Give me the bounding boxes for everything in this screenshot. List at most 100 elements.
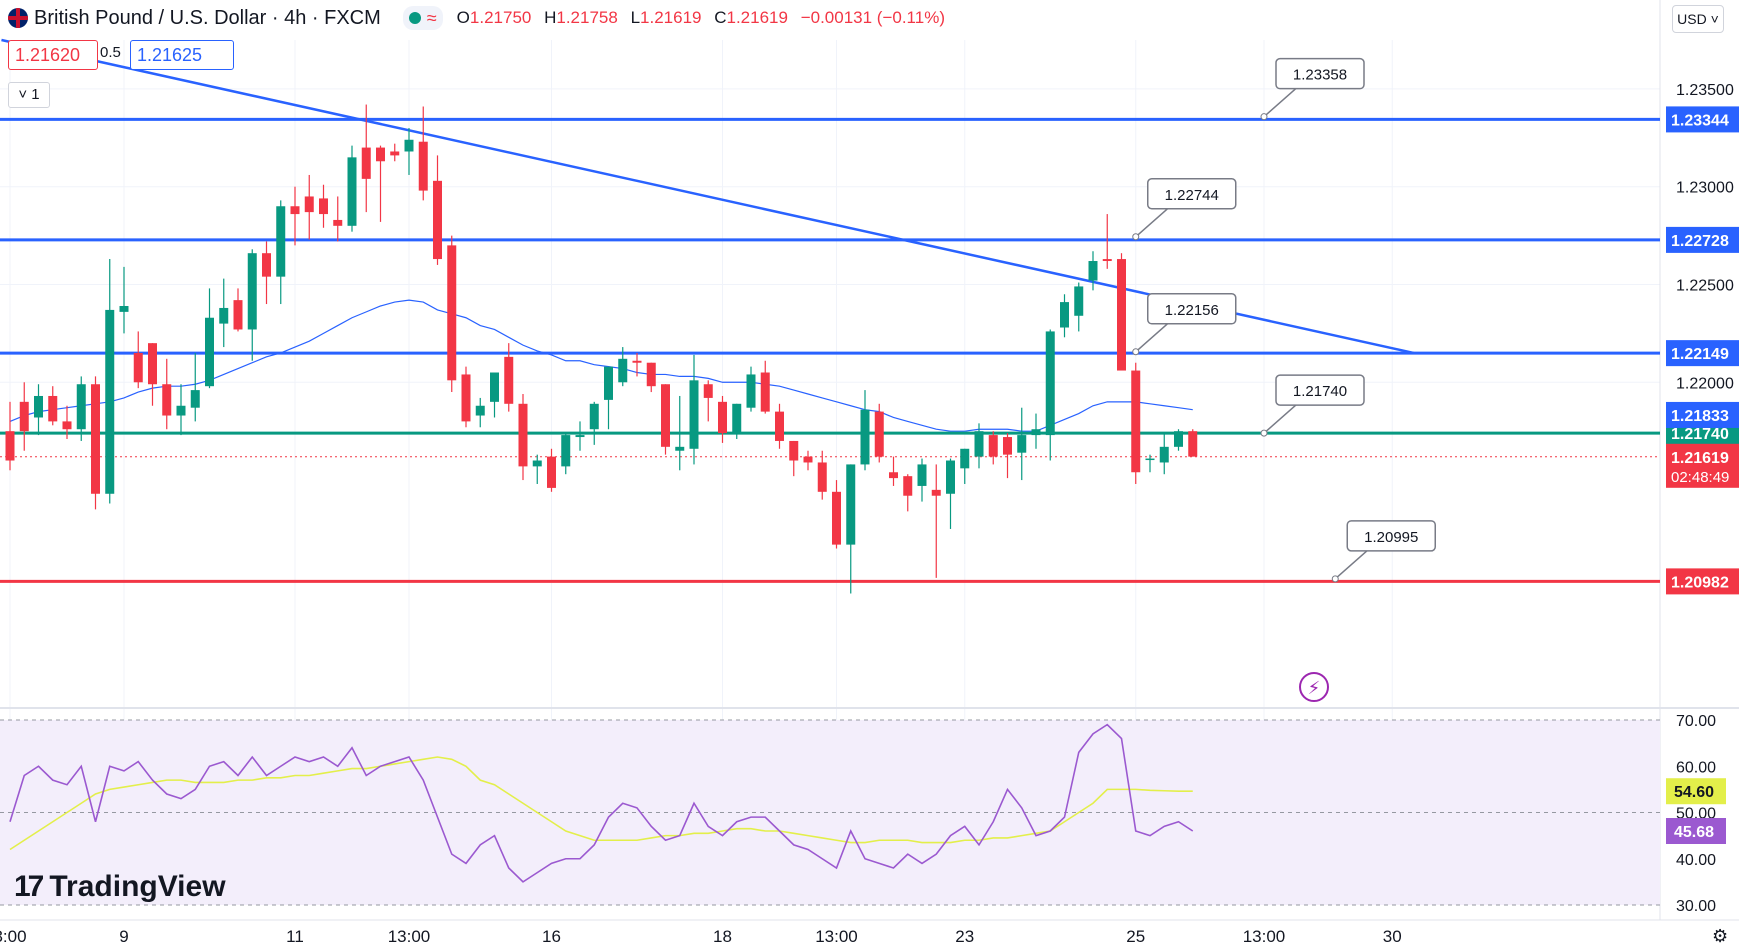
candle-body <box>390 151 400 156</box>
candle <box>1003 433 1012 479</box>
candle-body <box>903 476 913 496</box>
candle <box>418 106 428 201</box>
rsi-ma-badge-label: 54.60 <box>1674 784 1714 801</box>
candle-body <box>276 206 286 277</box>
candle <box>162 358 172 430</box>
candle <box>974 423 984 469</box>
callout-label: 1.23358 <box>1293 67 1347 84</box>
candle <box>703 380 713 422</box>
candle-body <box>176 405 186 416</box>
candle-body <box>803 456 813 463</box>
x-tick-label: 13:00 <box>388 927 431 946</box>
ohlc-values: O1.21750 H1.21758 L1.21619 C1.21619 −0.0… <box>456 8 945 27</box>
x-tick-label: 18 <box>713 927 732 946</box>
candle-body <box>675 446 685 451</box>
currency-button[interactable]: USD ˅ <box>1672 5 1724 33</box>
brand-name: TradingView <box>49 870 226 903</box>
candle-body <box>304 196 314 213</box>
resistance-3-badge <box>1666 340 1739 367</box>
y-tick-label: 1.22500 <box>1676 277 1734 294</box>
callout-box <box>1275 374 1365 406</box>
lots-dropdown[interactable]: ˅ 1 <box>8 82 50 108</box>
callout-pointer <box>1263 86 1299 118</box>
candle <box>233 288 243 332</box>
candle <box>1117 253 1126 371</box>
resistance-2-badge-label: 1.22728 <box>1671 233 1729 250</box>
last-price-badge-label: 1.21619 <box>1671 450 1729 467</box>
buy-button[interactable]: 1.21625 <box>130 40 234 70</box>
support-1-badge-label: 1.20982 <box>1671 574 1729 591</box>
tradingview-logo: 17 TradingView <box>14 870 226 904</box>
candle <box>290 186 300 246</box>
symbol-title[interactable]: British Pound / U.S. Dollar · 4h · FXCM <box>34 6 381 29</box>
candle-body <box>889 472 898 479</box>
high-value: 1.21758 <box>556 8 618 27</box>
candle-body <box>404 139 414 152</box>
candle <box>860 390 870 471</box>
candle <box>133 331 143 389</box>
candle <box>547 448 556 492</box>
candle-body <box>504 356 514 404</box>
candle <box>19 382 29 451</box>
candle <box>219 278 229 348</box>
candle-body <box>561 435 571 467</box>
rsi-ma-line <box>9 756 1193 851</box>
spread-value: 0.5 <box>100 44 121 61</box>
candle <box>646 362 656 393</box>
candle <box>760 360 770 414</box>
resistance-1-badge <box>1666 106 1739 133</box>
candle <box>775 403 784 449</box>
candle-body <box>34 395 43 418</box>
x-tick-label: 11 <box>286 927 304 946</box>
candle <box>247 249 257 361</box>
candle-body <box>5 431 15 461</box>
candle <box>1031 413 1041 449</box>
candle-body <box>760 372 770 412</box>
candle-body <box>119 306 129 312</box>
y-tick-label: 1.23500 <box>1676 82 1734 99</box>
rsi-tick-label: 60.00 <box>1676 759 1716 776</box>
rsi-tick-label: 70.00 <box>1676 713 1716 730</box>
rsi-line <box>9 723 1194 883</box>
candle <box>447 235 457 393</box>
candle-body <box>1159 446 1169 463</box>
candle-body <box>361 147 371 179</box>
candle <box>1074 282 1084 332</box>
resistance-2-badge <box>1666 226 1739 253</box>
candle-body <box>646 362 656 387</box>
candle-body <box>19 401 29 432</box>
support-1-badge <box>1666 568 1739 595</box>
x-tick-label: 16 <box>542 927 561 946</box>
candle <box>119 266 129 334</box>
status-pill[interactable]: ≈ <box>402 6 443 30</box>
candle-body <box>262 253 271 277</box>
candle <box>91 376 100 510</box>
callout-box <box>1346 520 1436 552</box>
candle-body <box>1117 259 1126 371</box>
candle-body <box>874 411 884 457</box>
sell-button[interactable]: 1.21620 <box>8 40 98 70</box>
candle <box>618 347 628 387</box>
candle-body <box>1003 437 1012 455</box>
candle-body <box>917 464 927 486</box>
candle <box>817 450 827 500</box>
callout-anchor <box>1132 348 1140 356</box>
candle-body <box>247 253 257 330</box>
candle-body <box>1031 429 1041 436</box>
candle-body <box>1102 259 1112 262</box>
candle <box>846 464 856 594</box>
candle <box>960 448 970 484</box>
callout-label: 1.22156 <box>1165 302 1219 319</box>
gbp-flag-icon <box>8 8 28 28</box>
settings-icon[interactable]: ⚙ <box>1712 926 1729 946</box>
candle-body <box>105 309 115 494</box>
candle-body <box>618 358 628 383</box>
lots-value: 1 <box>31 86 40 103</box>
candle-body <box>1060 302 1069 328</box>
candle <box>361 104 371 213</box>
candle-body <box>461 374 471 422</box>
x-tick-label: 23 <box>955 927 974 946</box>
y-tick-label: 1.23000 <box>1676 180 1734 197</box>
candle <box>561 433 571 475</box>
